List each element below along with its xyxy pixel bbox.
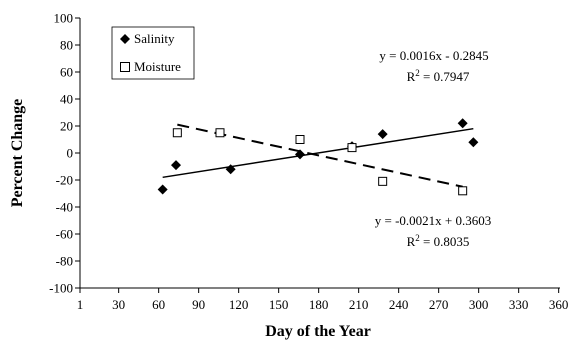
data-markers <box>157 118 479 196</box>
y-tick-label: -80 <box>56 254 73 269</box>
x-tick-label: 30 <box>112 297 125 312</box>
legend-moisture-square-icon <box>120 62 130 72</box>
salinity-point <box>457 118 468 129</box>
y-tick-label: -60 <box>56 227 73 242</box>
moisture-trendline <box>177 123 463 188</box>
x-tick-label: 60 <box>152 297 165 312</box>
y-tick-label: 80 <box>60 38 73 53</box>
y-tick-label: -40 <box>56 200 73 215</box>
salinity-point <box>377 129 388 140</box>
x-axis-title: Day of the Year <box>265 323 371 340</box>
y-tick-label: 0 <box>67 146 74 161</box>
legend-salinity-label: Salinity <box>134 31 175 46</box>
moisture-point <box>215 128 225 138</box>
x-tick-label: 150 <box>269 297 289 312</box>
y-tick-label: 20 <box>60 119 73 134</box>
y-tick-label: -100 <box>49 281 73 296</box>
salinity-point <box>468 137 479 148</box>
salinity-equation: y = 0.0016x - 0.2845 <box>379 48 488 63</box>
salinity-r2-value: = 0.7947 <box>420 69 470 84</box>
x-tick-label: 90 <box>192 297 205 312</box>
x-tick-label: 210 <box>349 297 369 312</box>
moisture-r2-label: R <box>407 234 416 249</box>
salinity-point <box>157 184 168 195</box>
y-tick-label: 60 <box>60 65 73 80</box>
legend: Salinity Moisture <box>111 26 195 80</box>
salinity-trendline <box>162 128 474 178</box>
trendlines <box>162 123 474 188</box>
moisture-r2-value: = 0.8035 <box>420 234 470 249</box>
salinity-point <box>295 149 305 160</box>
x-tick-label: 330 <box>509 297 529 312</box>
x-tick-label: 300 <box>469 297 489 312</box>
x-tick-label: 270 <box>429 297 449 312</box>
moisture-point <box>295 135 305 144</box>
moisture-point <box>347 143 357 153</box>
x-tick-label: 180 <box>309 297 329 312</box>
x-tick-label: 240 <box>389 297 409 312</box>
salinity-point <box>171 160 181 171</box>
y-tick-label: 100 <box>54 11 74 26</box>
x-tick-label: 1 <box>77 297 84 312</box>
salinity-r2: R2 = 0.7947 <box>407 68 470 84</box>
y-axis-ticks: 100 80 60 40 20 0 -20 -40 -60 -80 -100 <box>49 11 80 296</box>
x-axis-ticks: 1 30 60 90 120 150 180 210 240 270 300 330 360 <box>77 288 569 312</box>
salinity-r2-superscript: 2 <box>415 68 420 78</box>
moisture-point <box>172 128 182 138</box>
moisture-equation: y = -0.0021x + 0.3603 <box>375 213 492 228</box>
salinity-point <box>225 164 236 175</box>
moisture-point <box>458 186 468 196</box>
moisture-point <box>378 176 388 186</box>
y-axis-title: Percent Change <box>9 99 26 208</box>
legend-moisture-label: Moisture <box>134 59 181 74</box>
moisture-r2: R2 = 0.8035 <box>407 233 470 249</box>
legend-salinity-diamond-icon <box>120 34 130 44</box>
salinity-r2-label: R <box>407 69 416 84</box>
y-tick-label: 40 <box>60 92 73 107</box>
y-tick-label: -20 <box>56 173 73 188</box>
x-tick-label: 360 <box>549 297 569 312</box>
moisture-r2-superscript: 2 <box>415 233 420 243</box>
x-tick-label: 120 <box>229 297 249 312</box>
